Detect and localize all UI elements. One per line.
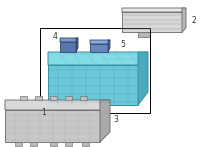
- Polygon shape: [48, 65, 138, 105]
- FancyBboxPatch shape: [82, 142, 89, 146]
- Text: 1: 1: [42, 108, 46, 117]
- Polygon shape: [76, 38, 78, 52]
- Polygon shape: [122, 12, 182, 32]
- Polygon shape: [108, 40, 110, 52]
- Polygon shape: [100, 100, 110, 142]
- Polygon shape: [182, 8, 186, 32]
- FancyBboxPatch shape: [80, 96, 87, 100]
- FancyBboxPatch shape: [50, 142, 57, 146]
- Text: 4: 4: [53, 31, 57, 41]
- Polygon shape: [48, 52, 148, 65]
- Polygon shape: [138, 52, 148, 105]
- FancyBboxPatch shape: [20, 96, 27, 100]
- FancyBboxPatch shape: [30, 142, 37, 146]
- Polygon shape: [90, 40, 110, 44]
- Polygon shape: [5, 110, 100, 142]
- FancyBboxPatch shape: [65, 96, 72, 100]
- Polygon shape: [122, 8, 186, 12]
- Text: 5: 5: [120, 40, 125, 49]
- Polygon shape: [60, 42, 76, 52]
- FancyBboxPatch shape: [138, 32, 150, 37]
- FancyBboxPatch shape: [15, 142, 22, 146]
- FancyBboxPatch shape: [50, 96, 57, 100]
- FancyBboxPatch shape: [65, 142, 72, 146]
- Polygon shape: [90, 44, 108, 52]
- Text: 3: 3: [113, 116, 118, 125]
- Polygon shape: [5, 100, 110, 110]
- FancyBboxPatch shape: [35, 96, 42, 100]
- Polygon shape: [60, 38, 78, 42]
- Text: 2: 2: [192, 15, 197, 25]
